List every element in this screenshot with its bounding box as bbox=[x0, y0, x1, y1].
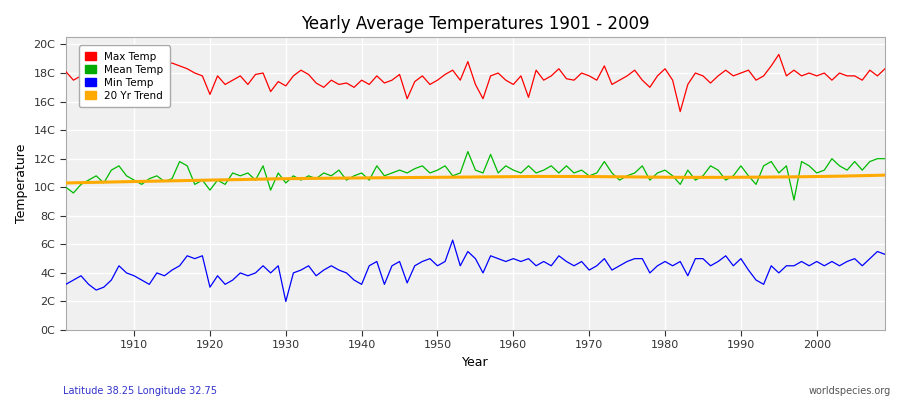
Legend: Max Temp, Mean Temp, Min Temp, 20 Yr Trend: Max Temp, Mean Temp, Min Temp, 20 Yr Tre… bbox=[79, 46, 169, 107]
Text: Latitude 38.25 Longitude 32.75: Latitude 38.25 Longitude 32.75 bbox=[63, 386, 217, 396]
Title: Yearly Average Temperatures 1901 - 2009: Yearly Average Temperatures 1901 - 2009 bbox=[302, 15, 650, 33]
Text: worldspecies.org: worldspecies.org bbox=[809, 386, 891, 396]
X-axis label: Year: Year bbox=[462, 356, 489, 369]
Y-axis label: Temperature: Temperature bbox=[15, 144, 28, 223]
